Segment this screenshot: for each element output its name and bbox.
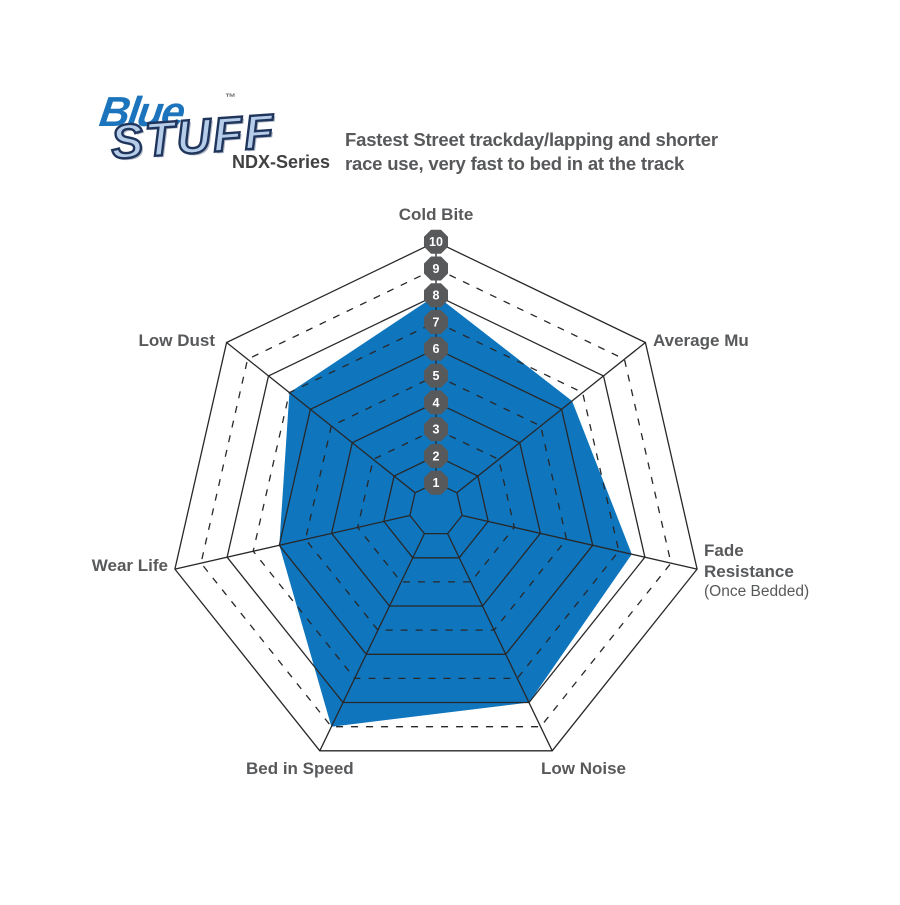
scale-badge-number: 6: [433, 342, 440, 356]
scale-badge: [424, 443, 448, 468]
scale-badges: 1 2 3 4 5 6 7 8 9 10: [424, 229, 448, 495]
scale-badge-number: 7: [433, 315, 440, 329]
scale-badge-number: 8: [433, 289, 440, 303]
axis-label-low-dust: Low Dust: [138, 331, 216, 350]
axis-label-bed-in-speed: Bed in Speed: [246, 759, 354, 778]
scale-badge: [424, 390, 448, 415]
scale-badge-number: 4: [433, 396, 440, 410]
scale-badge-number: 5: [433, 369, 440, 383]
bluestuff-logo: Blue ™ STUFF NDX-Series: [95, 88, 355, 198]
product-description: Fastest Street trackday/lapping and shor…: [345, 128, 765, 176]
axis-label-wear-life: Wear Life: [91, 556, 168, 575]
description-line-2: race use, very fast to bed in at the tra…: [345, 153, 685, 174]
scale-badge: [424, 363, 448, 388]
radar-series-polygon: [279, 295, 632, 727]
axis-label-fade-resistance: Fade Resistance (Once Bedded): [704, 540, 809, 602]
scale-badge-number: 1: [433, 476, 440, 490]
radar-grid-spokes: [174, 241, 698, 752]
scale-badge: [424, 283, 448, 308]
axis-label-low-noise: Low Noise: [541, 759, 627, 778]
scale-badge-number: 3: [433, 423, 440, 437]
axis-label-cold-bite: Cold Bite: [398, 205, 474, 224]
scale-badge: [424, 310, 448, 335]
product-series-label: NDX-Series: [232, 152, 331, 172]
scale-badge-number: 10: [429, 235, 443, 249]
scale-badge: [424, 336, 448, 361]
scale-badge: [424, 470, 448, 495]
radar-grid-rings: [174, 240, 698, 752]
description-line-1: Fastest Street trackday/lapping and shor…: [345, 129, 718, 150]
scale-badge: [424, 417, 448, 442]
scale-badge: [424, 256, 448, 281]
fade-resistance-line-3: (Once Bedded): [704, 583, 810, 600]
fade-resistance-line-2: Resistance: [704, 562, 794, 581]
trademark-symbol: ™: [225, 92, 236, 104]
scale-badge: [424, 229, 448, 254]
scale-badge-number: 2: [433, 449, 440, 463]
scale-badge-number: 9: [433, 262, 440, 276]
fade-resistance-line-1: Fade: [704, 541, 744, 560]
axis-label-average-mu: Average Mu: [653, 331, 749, 350]
